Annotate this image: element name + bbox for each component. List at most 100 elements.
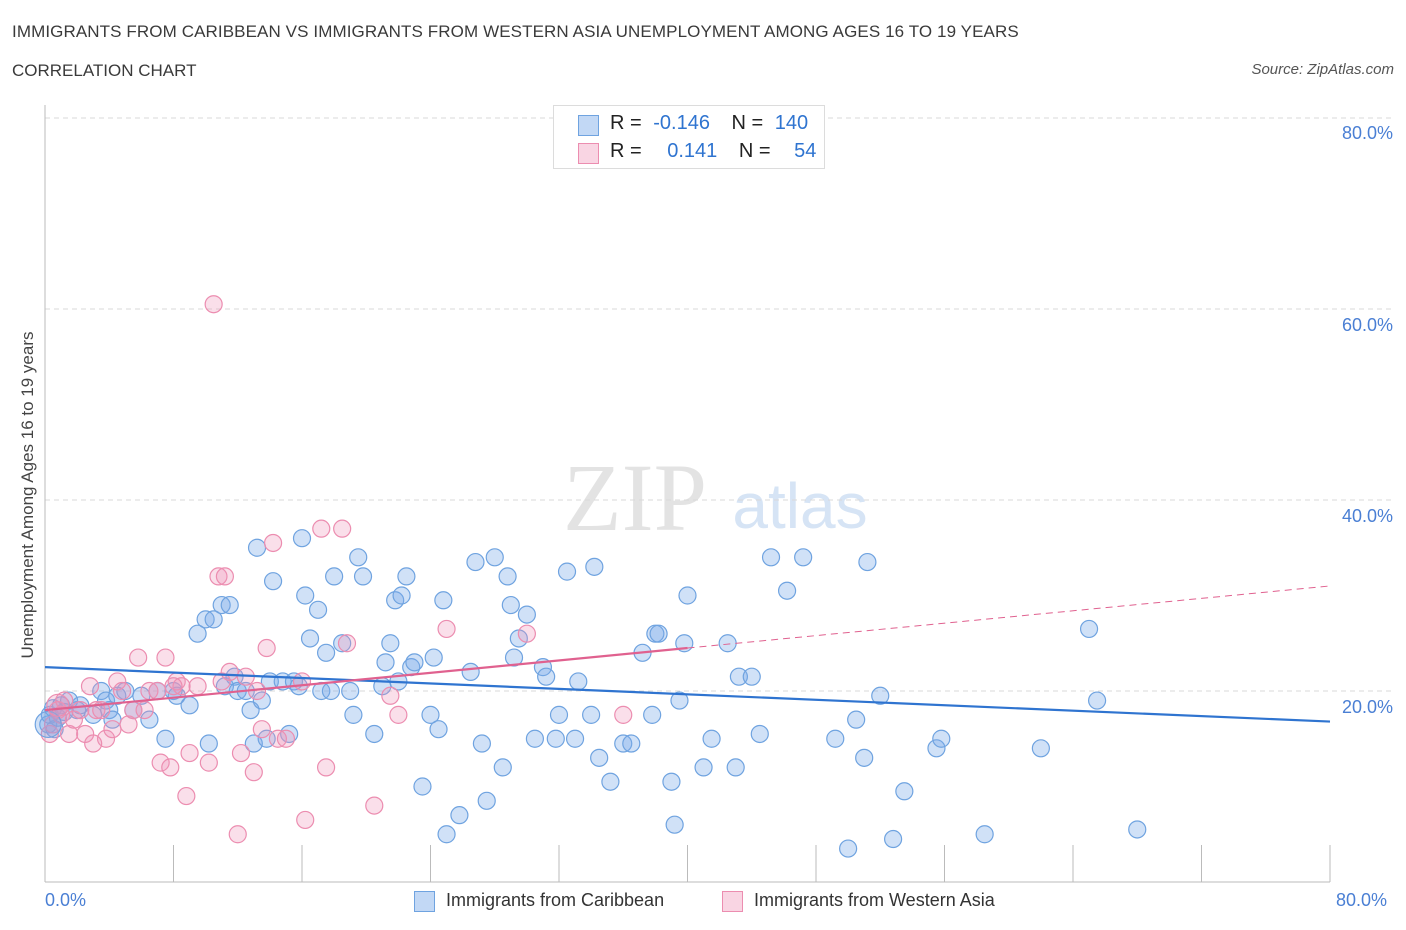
caribbean-point	[485, 548, 504, 567]
caribbean-point	[517, 605, 536, 624]
caribbean-point	[670, 691, 689, 710]
y-tick-label: 80.0%	[1341, 123, 1393, 143]
x-tick-label: 0.0%	[45, 890, 87, 910]
n-label: N =	[738, 140, 771, 162]
watermark-atlas: atlas	[732, 470, 867, 542]
trend-lines	[44, 585, 1331, 723]
caribbean-trend-line	[44, 666, 1331, 723]
caribbean-point	[434, 591, 453, 610]
caribbean-point	[927, 739, 946, 758]
caribbean-point	[649, 624, 668, 643]
caribbean-point	[252, 691, 271, 710]
western-asia-point	[220, 662, 239, 682]
caribbean-point	[477, 791, 496, 810]
n-label: N =	[731, 112, 764, 134]
pink-legend-swatch-icon	[722, 891, 743, 912]
caribbean-point	[590, 748, 609, 767]
caribbean-point	[585, 557, 604, 576]
caribbean-point	[932, 729, 951, 748]
western-asia-point	[46, 693, 70, 717]
y-tick-label: 40.0%	[1341, 506, 1393, 526]
western-asia-point	[257, 638, 276, 658]
caribbean-point	[1079, 619, 1099, 639]
western-asia-trend-line	[44, 646, 688, 712]
legend-label: Immigrants from Western Asia	[754, 890, 995, 910]
watermark-zip: ZIP	[563, 444, 707, 551]
caribbean-point	[461, 662, 480, 682]
western-asia-point	[64, 710, 84, 729]
caribbean-point	[777, 581, 797, 600]
western-asia-point	[209, 567, 228, 586]
western-asia-point	[263, 533, 283, 553]
western-asia-point	[59, 724, 79, 744]
r-label: R =	[610, 140, 642, 162]
r-label: R =	[610, 112, 642, 134]
caribbean-point	[569, 672, 588, 691]
caribbean-point	[421, 705, 440, 724]
r-value: 0.141	[667, 140, 718, 162]
caribbean-point	[263, 572, 283, 591]
caribbean-point	[665, 815, 684, 834]
western-asia-point	[188, 677, 207, 696]
western-asia-point	[156, 648, 175, 667]
caribbean-point	[308, 600, 328, 619]
caribbean-point	[353, 567, 373, 586]
n-value: 54	[794, 140, 817, 162]
stats-row-western-asia: R = 0.141 N = 54	[610, 140, 816, 164]
western-asia-point	[129, 648, 148, 667]
western-asia-point	[119, 715, 138, 734]
caribbean-point	[376, 653, 395, 672]
caribbean-point	[504, 648, 524, 667]
caribbean-point	[450, 806, 469, 825]
blue-swatch-icon	[578, 115, 599, 136]
western-asia-point	[389, 705, 408, 724]
y-tick-label: 20.0%	[1341, 697, 1393, 717]
chart-title: IMMIGRANTS FROM CARIBBEAN VS IMMIGRANTS …	[12, 22, 1019, 41]
caribbean-point	[199, 734, 218, 753]
caribbean-point	[321, 681, 341, 701]
caribbean-point	[204, 610, 223, 629]
western-asia-point	[112, 681, 132, 701]
caribbean-point	[140, 710, 159, 729]
caribbean-point	[156, 729, 175, 748]
western-asia-point	[333, 519, 352, 538]
caribbean-point	[292, 529, 312, 548]
caribbean-point	[365, 724, 384, 744]
caribbean-point	[392, 586, 411, 605]
caribbean-point	[557, 562, 577, 581]
stats-row-caribbean: R = -0.146 N = 140	[610, 112, 808, 136]
caribbean-point	[839, 839, 858, 858]
caribbean-point	[349, 548, 368, 567]
caribbean-point	[883, 829, 903, 849]
caribbean-point	[750, 724, 769, 744]
caribbean-point	[582, 705, 601, 724]
western-asia-point	[292, 672, 312, 691]
western-asia-point	[103, 720, 122, 739]
caribbean-point	[858, 552, 877, 572]
caribbean-point	[847, 710, 866, 729]
western-asia-point	[517, 624, 536, 643]
western-asia-point	[228, 825, 247, 844]
caribbean-point	[601, 772, 620, 791]
caribbean-point	[466, 552, 485, 572]
caribbean-point	[546, 729, 565, 748]
caribbean-point	[397, 567, 416, 586]
western-asia-point	[296, 810, 315, 830]
western-asia-point	[180, 743, 199, 763]
caribbean-point	[333, 634, 352, 653]
caribbean-point	[424, 648, 443, 667]
caribbean-point	[761, 548, 781, 567]
caribbean-point	[826, 729, 845, 748]
caribbean-point	[678, 586, 697, 605]
r-value: -0.146	[653, 112, 710, 134]
caribbean-point	[429, 720, 448, 739]
caribbean-point	[1031, 739, 1050, 758]
y-tick-label: 60.0%	[1341, 315, 1393, 335]
western-asia-point	[312, 519, 331, 538]
western-asia-point	[80, 677, 100, 696]
caribbean-point	[1128, 820, 1147, 839]
pink-swatch-icon	[578, 143, 599, 164]
caribbean-point	[525, 729, 545, 748]
western-asia-point	[252, 720, 271, 739]
